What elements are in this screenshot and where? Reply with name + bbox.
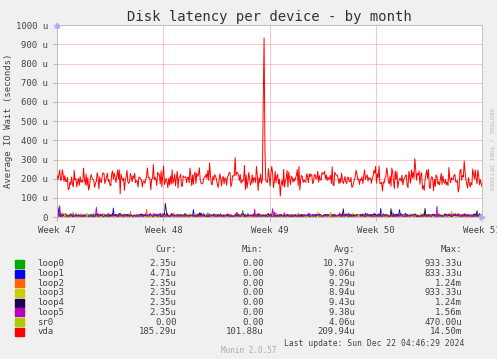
Text: 4.06u: 4.06u (329, 317, 355, 327)
Text: 0.00: 0.00 (242, 298, 263, 307)
Text: 833.33u: 833.33u (424, 269, 462, 278)
Text: loop5: loop5 (37, 308, 64, 317)
Text: 1.24m: 1.24m (435, 279, 462, 288)
Text: 470.00u: 470.00u (424, 317, 462, 327)
Text: loop4: loop4 (37, 298, 64, 307)
Text: 2.35u: 2.35u (150, 279, 176, 288)
Text: Munin 2.0.57: Munin 2.0.57 (221, 346, 276, 355)
Text: 4.71u: 4.71u (150, 269, 176, 278)
Text: 0.00: 0.00 (155, 317, 176, 327)
Text: 2.35u: 2.35u (150, 288, 176, 298)
Text: 0.00: 0.00 (242, 269, 263, 278)
Text: Max:: Max: (441, 245, 462, 254)
Text: Min:: Min: (242, 245, 263, 254)
Text: loop1: loop1 (37, 269, 64, 278)
Text: 9.29u: 9.29u (329, 279, 355, 288)
Title: Disk latency per device - by month: Disk latency per device - by month (127, 10, 412, 24)
Text: 8.94u: 8.94u (329, 288, 355, 298)
Text: 2.35u: 2.35u (150, 298, 176, 307)
Text: 1.56m: 1.56m (435, 308, 462, 317)
Text: Avg:: Avg: (334, 245, 355, 254)
Text: 933.33u: 933.33u (424, 259, 462, 269)
Y-axis label: Average IO Wait (seconds): Average IO Wait (seconds) (4, 54, 13, 188)
Text: 9.06u: 9.06u (329, 269, 355, 278)
Text: 0.00: 0.00 (242, 279, 263, 288)
Text: 933.33u: 933.33u (424, 288, 462, 298)
Text: RRDTOOL / TOBI OETIKER: RRDTOOL / TOBI OETIKER (489, 108, 494, 190)
Text: 2.35u: 2.35u (150, 308, 176, 317)
Text: 2.35u: 2.35u (150, 259, 176, 269)
Text: 9.38u: 9.38u (329, 308, 355, 317)
Text: 0.00: 0.00 (242, 317, 263, 327)
Text: 0.00: 0.00 (242, 288, 263, 298)
Text: 10.37u: 10.37u (323, 259, 355, 269)
Text: loop0: loop0 (37, 259, 64, 269)
Text: 9.43u: 9.43u (329, 298, 355, 307)
Text: loop2: loop2 (37, 279, 64, 288)
Text: 209.94u: 209.94u (318, 327, 355, 336)
Text: Last update: Sun Dec 22 04:46:29 2024: Last update: Sun Dec 22 04:46:29 2024 (284, 339, 465, 349)
Text: 14.50m: 14.50m (430, 327, 462, 336)
Text: sr0: sr0 (37, 317, 53, 327)
Text: 185.29u: 185.29u (139, 327, 176, 336)
Text: loop3: loop3 (37, 288, 64, 298)
Text: 1.24m: 1.24m (435, 298, 462, 307)
Text: 0.00: 0.00 (242, 308, 263, 317)
Text: Cur:: Cur: (155, 245, 176, 254)
Text: 101.88u: 101.88u (226, 327, 263, 336)
Text: 0.00: 0.00 (242, 259, 263, 269)
Text: vda: vda (37, 327, 53, 336)
